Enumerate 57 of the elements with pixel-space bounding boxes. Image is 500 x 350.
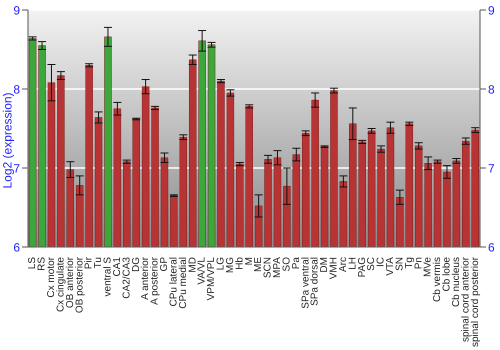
x-tick-label: MVe <box>422 256 434 278</box>
y-axis-title: Log2 (expression) <box>0 92 14 188</box>
x-tick-label: CA2/CA3 <box>121 256 132 299</box>
x-tick-label: SCN <box>262 257 274 278</box>
x-tick-label: SPa ventral <box>300 257 312 309</box>
x-tick-label: PAG <box>356 256 368 278</box>
x-tick-label: SO <box>281 256 292 272</box>
x-tick-label: Pir <box>84 256 95 270</box>
x-tick-label: Cx cingulate <box>55 256 66 312</box>
x-tick-label: GP <box>159 256 170 272</box>
x-tick-label: VA/VL <box>196 256 208 285</box>
y-tick-label: 6 <box>13 240 20 254</box>
x-tick-label: A posterior <box>150 256 161 305</box>
x-tick-label: LS <box>27 256 38 270</box>
x-tick-label: CPu medial <box>178 257 189 309</box>
x-tick-label: Arc <box>338 257 349 272</box>
y-tick-label: 7 <box>13 161 20 176</box>
x-tick-label: spinal cord posterior <box>470 256 481 348</box>
x-tick-label: MD <box>187 257 198 273</box>
x-tick-label: IC <box>376 257 387 267</box>
x-tick-label: M <box>244 257 255 266</box>
x-tick-label: ME <box>253 256 264 272</box>
x-tick-label: DM <box>319 257 330 273</box>
x-tick-label: Cb lobe <box>442 256 453 292</box>
x-tick-label: Pa <box>290 256 302 270</box>
x-tick-label: VTA <box>385 256 396 276</box>
x-tick-label: MPA <box>272 256 284 278</box>
x-tick-label: DG <box>130 256 142 272</box>
x-tick-label: CA1 <box>112 256 123 276</box>
x-tick-label: CPu lateral <box>168 257 180 306</box>
y2-tick-label: 9 <box>488 3 495 18</box>
x-tick-label: ventral S <box>102 256 114 296</box>
x-tick-label: Cb nucleus <box>450 257 462 308</box>
x-tick-label: Tu <box>93 257 104 268</box>
x-tick-label: SC <box>366 257 378 271</box>
x-tick-label: Hb <box>234 256 246 270</box>
x-tick-label: LG <box>216 256 227 270</box>
x-tick-label: Cx motor <box>46 256 58 298</box>
x-tick-label: spinal cord anterior <box>460 256 472 342</box>
y-tick-label: 9 <box>13 3 20 18</box>
x-tick-label: SN <box>394 257 406 271</box>
x-tick-label: Tg <box>404 257 415 269</box>
y2-tick-label: 6 <box>488 240 495 254</box>
x-tick-label: SPa dorsal <box>310 257 321 306</box>
x-tick-label: VMH <box>328 257 340 280</box>
x-tick-label: RS <box>36 256 48 271</box>
x-tick-label: MG <box>224 256 236 274</box>
y2-tick-label: 8 <box>488 82 495 96</box>
x-tick-label: VPM/VPL <box>206 256 218 300</box>
x-tick-label: Cb vermis <box>432 257 444 302</box>
x-tick-label: A anterior <box>140 256 152 300</box>
x-tick-label: OB anterior <box>64 256 76 308</box>
x-tick-label: Pn <box>413 257 424 270</box>
x-tick-label: OB posterior <box>74 256 86 314</box>
y2-tick-label: 7 <box>488 161 495 176</box>
y-tick-label: 8 <box>13 82 20 96</box>
x-tick-label: LH <box>347 257 358 270</box>
